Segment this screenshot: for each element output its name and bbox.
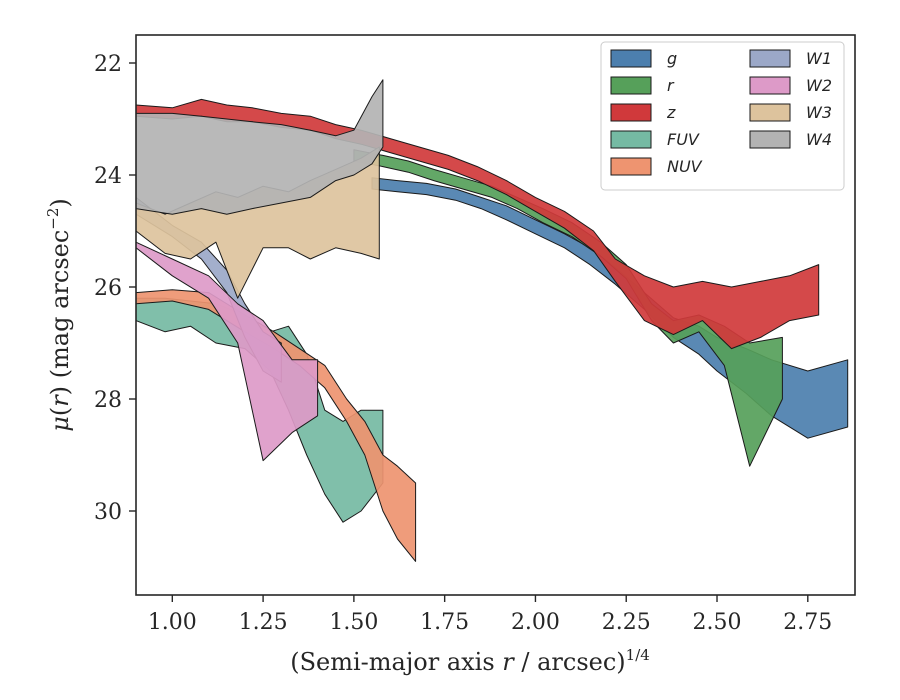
- plot-frame: [135, 34, 856, 596]
- legend-label-w3: W3: [806, 103, 832, 122]
- legend-label-w4: W4: [806, 130, 832, 149]
- legend-swatch-w1: [749, 49, 791, 68]
- y-tick-label: 30: [94, 500, 122, 525]
- band-w4: [136, 79, 384, 215]
- y-tick-label: 24: [94, 164, 122, 189]
- legend-label-g: g: [667, 49, 677, 68]
- legend-swatch-nuv: [610, 157, 652, 176]
- y-tick-label: 26: [94, 276, 122, 301]
- legend-swatch-w2: [749, 76, 791, 95]
- x-axis-ticks: 1.00 1.25 1.50 1.75 2.00 2.25 2.50 2.75: [148, 595, 832, 635]
- x-tick-label: 1.50: [329, 610, 378, 635]
- legend-label-r: r: [667, 76, 675, 95]
- legend-label-fuv: FUV: [667, 130, 700, 149]
- profile-bands: [136, 79, 849, 562]
- legend-label-z: z: [666, 103, 676, 122]
- x-tick-label: 2.50: [693, 610, 742, 635]
- y-tick-label: 28: [94, 388, 122, 413]
- legend-label-nuv: NUV: [667, 157, 703, 176]
- legend-swatch-w4: [749, 130, 791, 149]
- legend-swatch-z: [610, 103, 652, 122]
- x-tick-label: 2.25: [602, 610, 651, 635]
- y-axis-label: μ(r) (mag arcsec−2): [44, 198, 74, 432]
- x-tick-label: 1.25: [239, 610, 288, 635]
- band-w2: [136, 241, 319, 462]
- y-tick-label: 22: [94, 52, 122, 77]
- x-tick-label: 2.75: [783, 610, 832, 635]
- x-tick-label: 1.75: [420, 610, 469, 635]
- legend-swatch-g: [610, 49, 652, 68]
- legend-label-w1: W1: [806, 49, 832, 68]
- y-axis-ticks: 22 24 26 28 30: [94, 52, 136, 525]
- legend-swatch-w3: [749, 103, 791, 122]
- legend-swatch-fuv: [610, 130, 652, 149]
- x-axis-label: (Semi-major axis r / arcsec)1/4: [290, 646, 650, 676]
- legend-label-w2: W2: [806, 76, 832, 95]
- x-tick-label: 1.00: [148, 610, 197, 635]
- legend: grz FUV NUV W1 W2 W3 W4: [600, 41, 845, 191]
- legend-swatch-r: [610, 76, 652, 95]
- x-tick-label: 2.00: [511, 610, 560, 635]
